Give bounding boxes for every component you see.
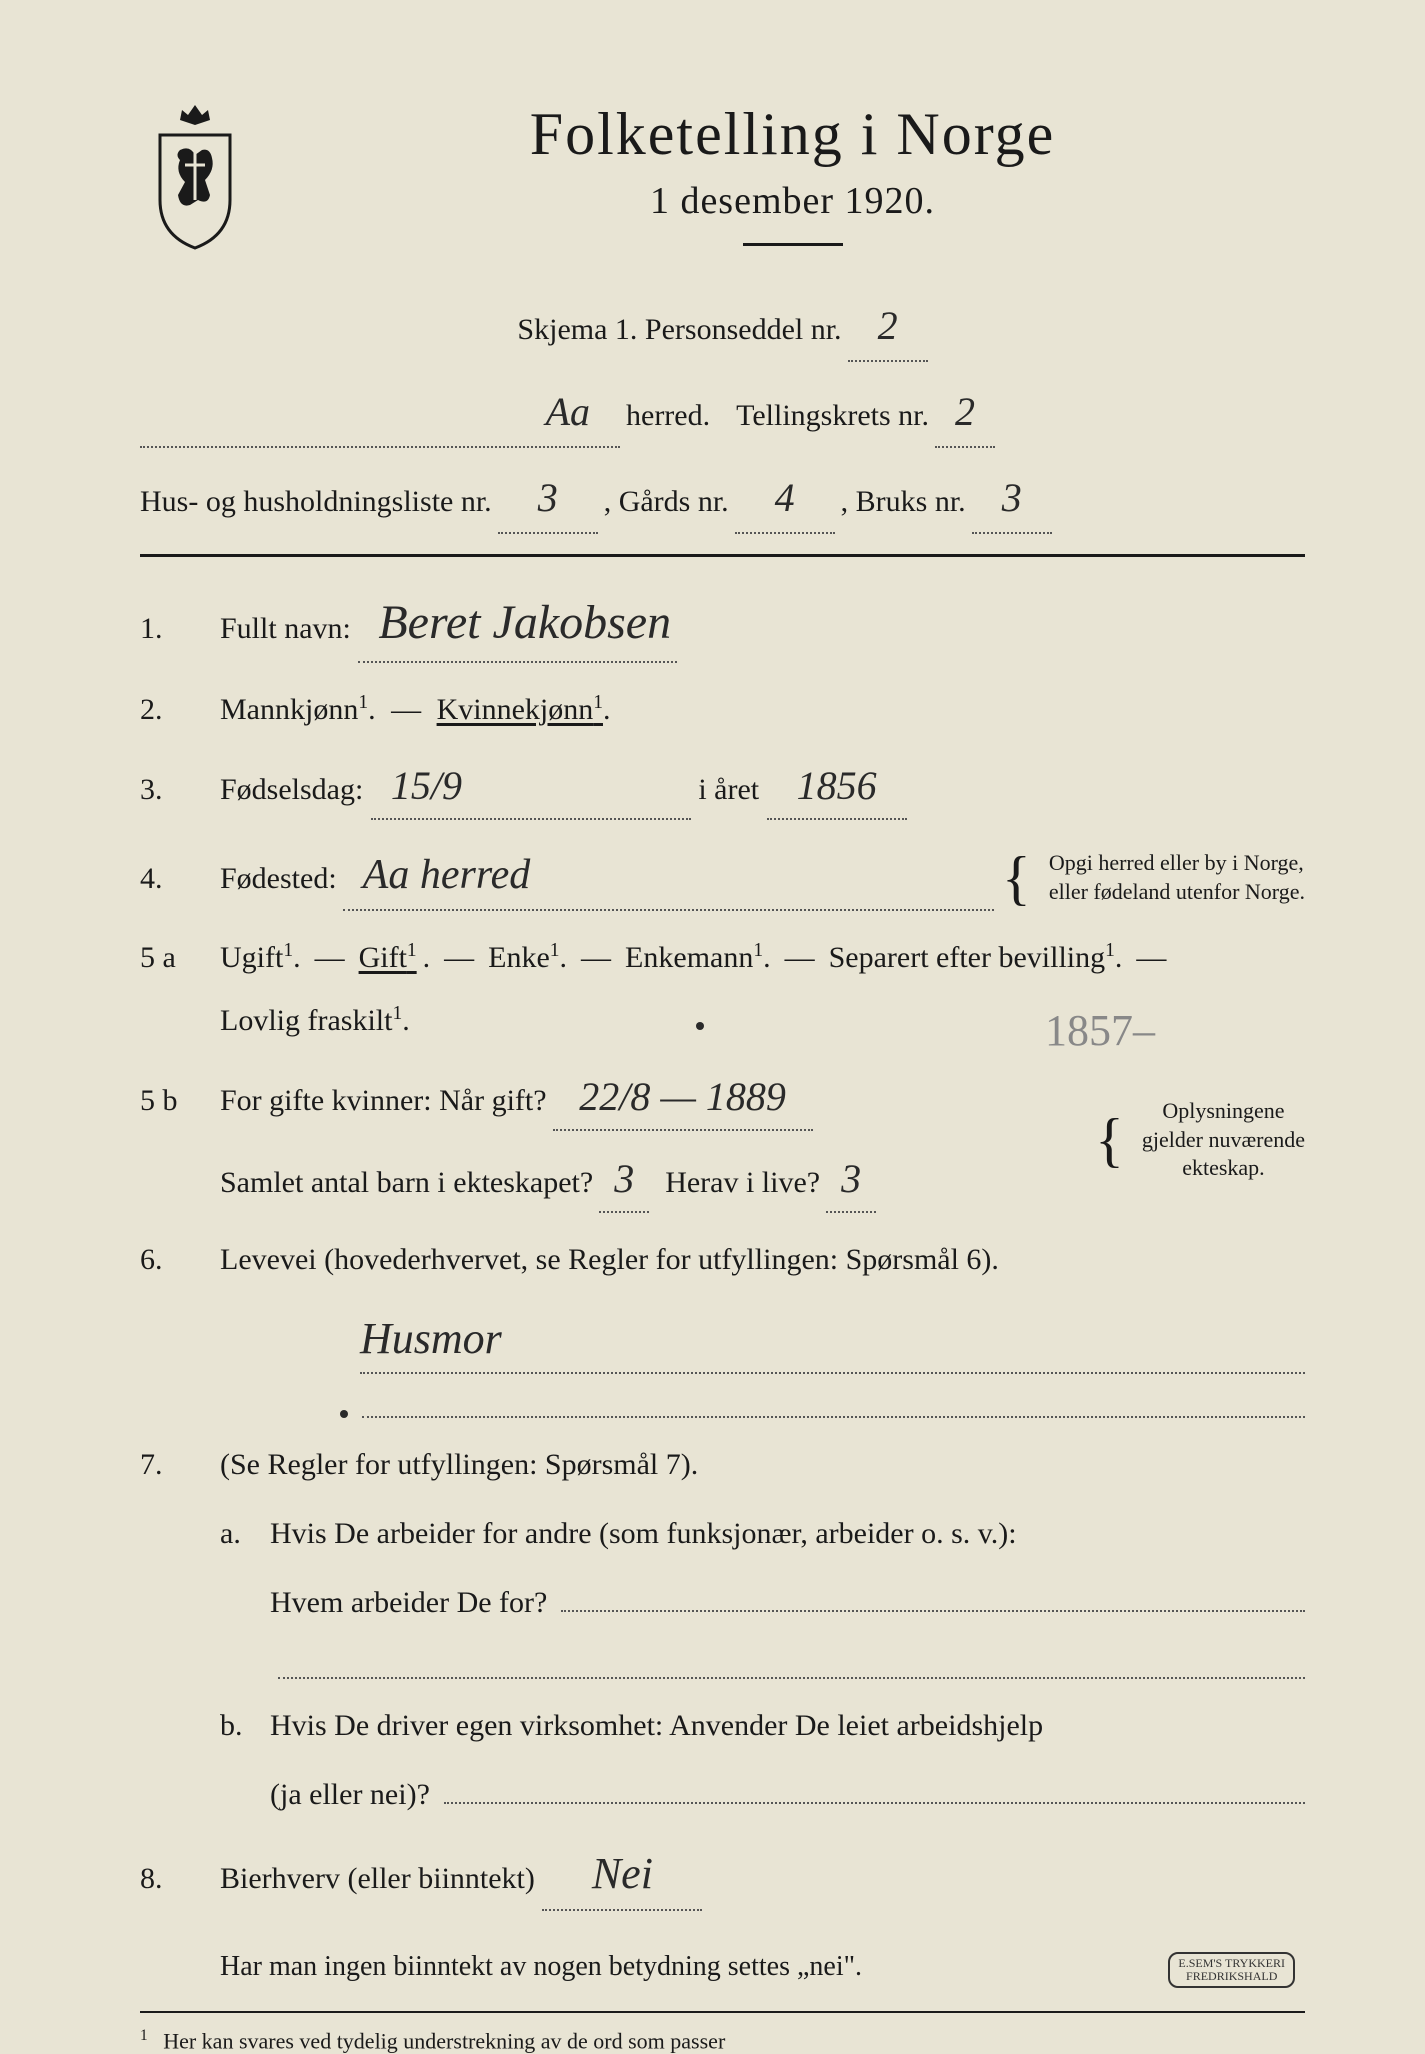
- footer-note: Har man ingen biinntekt av nogen betydni…: [220, 1951, 1305, 1983]
- q8-label: Bierhverv (eller biinntekt): [220, 1862, 535, 1895]
- gards-label: , Gårds nr.: [604, 478, 729, 526]
- q7b-label: b.: [220, 1703, 250, 1817]
- q8-value: Nei: [542, 1841, 702, 1911]
- q3-label: Fødselsdag:: [220, 773, 363, 806]
- herred-label: herred.: [626, 392, 710, 440]
- q7a-text2: Hvem arbeider De for?: [270, 1580, 547, 1625]
- q4-note: Opgi herred eller by i Norge, eller føde…: [1049, 849, 1305, 906]
- q6-num: 6.: [140, 1237, 200, 1282]
- sub-title: 1 desember 1920.: [280, 179, 1305, 223]
- q5a-num: 5 a: [140, 935, 200, 980]
- q2-num: 2.: [140, 687, 200, 732]
- herred-name: Aa: [140, 380, 620, 448]
- q5b-barn: 3: [599, 1149, 649, 1213]
- pencil-annotation: 1857–: [1045, 998, 1155, 1064]
- husliste-nr: 3: [498, 466, 598, 534]
- tellingskrets-nr: 2: [935, 380, 995, 448]
- footnote: 1 Her kan svares ved tydelig understrekn…: [140, 2027, 1305, 2054]
- q3-year: 1856: [767, 756, 907, 820]
- q5a-enkemann: Enkemann1.: [625, 935, 771, 980]
- q4-value: Aa herred: [343, 844, 994, 911]
- gards-nr: 4: [735, 466, 835, 534]
- q5b-row: 5 b For gifte kvinner: Når gift? 22/8 — …: [140, 1067, 1305, 1213]
- q5a-ugift: Ugift1.: [220, 935, 301, 980]
- q8-num: 8.: [140, 1856, 200, 1901]
- husliste-label: Hus- og husholdningsliste nr.: [140, 478, 492, 526]
- q5a-enke: Enke1.: [488, 935, 567, 980]
- q4-row: 4. Fødested: Aa herred { Opgi herred ell…: [140, 844, 1305, 911]
- q7-num: 7.: [140, 1442, 200, 1487]
- q1-value: Beret Jakobsen: [358, 587, 677, 663]
- q1-num: 1.: [140, 606, 200, 651]
- skjema-label: Skjema 1. Personseddel nr.: [517, 306, 841, 354]
- brace-icon-2: {: [1095, 1116, 1124, 1164]
- ink-dot: [696, 1022, 704, 1030]
- q5a-row: 5 a Ugift1. — Gift1. — Enke1. — Enkemann…: [140, 935, 1305, 1043]
- tellingskrets-label: Tellingskrets nr.: [736, 392, 929, 440]
- q5b-num: 5 b: [140, 1078, 200, 1123]
- q6-row: 6. Levevei (hovederhvervet, se Regler fo…: [140, 1237, 1305, 1418]
- q2-opt2: Kvinnekjønn1: [437, 693, 603, 726]
- printer-stamp: E.SEM'S TRYKKERI FREDRIKSHALD: [1168, 1952, 1295, 1988]
- q5b-note: Oplysningene gjelder nuværende ekteskap.: [1142, 1097, 1305, 1183]
- q4-label: Fødested:: [220, 856, 337, 901]
- q7a-field-2: [278, 1649, 1305, 1679]
- q5b-live: 3: [826, 1149, 876, 1213]
- q5b-label: For gifte kvinner: Når gift?: [220, 1078, 547, 1123]
- q5a-separert: Separert efter bevilling1.: [829, 935, 1123, 980]
- q4-num: 4.: [140, 856, 200, 901]
- q3-day: 15/9: [371, 756, 691, 820]
- title-rule: [743, 243, 843, 246]
- q3-row: 3. Fødselsdag: 15/9 i året 1856: [140, 756, 1305, 820]
- main-title: Folketelling i Norge: [280, 100, 1305, 169]
- bruks-label: , Bruks nr.: [841, 478, 966, 526]
- divider-bottom: [140, 2011, 1305, 2013]
- q7a-text1: Hvis De arbeider for andre (som funksjon…: [270, 1511, 1305, 1556]
- q6-label: Levevei (hovederhvervet, se Regler for u…: [220, 1237, 1305, 1282]
- q6-value: Husmor: [360, 1306, 1305, 1374]
- q8-row: 8. Bierhverv (eller biinntekt) Nei: [140, 1841, 1305, 1911]
- document-header: Folketelling i Norge 1 desember 1920.: [140, 100, 1305, 276]
- q7b-text1: Hvis De driver egen virksomhet: Anvender…: [270, 1703, 1305, 1748]
- meta-skjema-line: Skjema 1. Personseddel nr. 2: [140, 294, 1305, 362]
- q7a-field: [561, 1582, 1305, 1612]
- q5b-barn-label: Samlet antal barn i ekteskapet?: [220, 1160, 593, 1205]
- q7-row: 7. (Se Regler for utfyllingen: Spørsmål …: [140, 1442, 1305, 1817]
- q3-num: 3.: [140, 767, 200, 812]
- q3-year-label: i året: [698, 773, 759, 806]
- q5a-fraskilt: Lovlig fraskilt1.: [220, 998, 410, 1043]
- meta-herred-line: Aa herred. Tellingskrets nr. 2: [140, 380, 1305, 448]
- title-block: Folketelling i Norge 1 desember 1920.: [280, 100, 1305, 276]
- q5b-live-label: Herav i live?: [665, 1160, 820, 1205]
- personseddel-nr: 2: [848, 294, 928, 362]
- q5b-gift-date: 22/8 — 1889: [553, 1067, 813, 1131]
- q1-row: 1. Fullt navn: Beret Jakobsen: [140, 587, 1305, 663]
- bruks-nr: 3: [972, 466, 1052, 534]
- brace-icon: {: [1002, 854, 1031, 902]
- q7b-text2: (ja eller nei)?: [270, 1772, 430, 1817]
- coat-of-arms-icon: [140, 100, 250, 250]
- q7b-field: [444, 1774, 1305, 1804]
- q7a-label: a.: [220, 1511, 250, 1679]
- meta-husliste-line: Hus- og husholdningsliste nr. 3 , Gårds …: [140, 466, 1305, 534]
- divider-top: [140, 554, 1305, 557]
- q2-row: 2. Mannkjønn1. — Kvinnekjønn1.: [140, 687, 1305, 732]
- q6-blank-line: [362, 1388, 1305, 1418]
- q7-label: (Se Regler for utfyllingen: Spørsmål 7).: [220, 1442, 1305, 1487]
- q5a-gift: Gift1: [359, 935, 417, 980]
- ink-dot-2: [340, 1410, 348, 1418]
- q2-opt1: Mannkjønn1.: [220, 693, 376, 726]
- q1-label: Fullt navn:: [220, 612, 351, 645]
